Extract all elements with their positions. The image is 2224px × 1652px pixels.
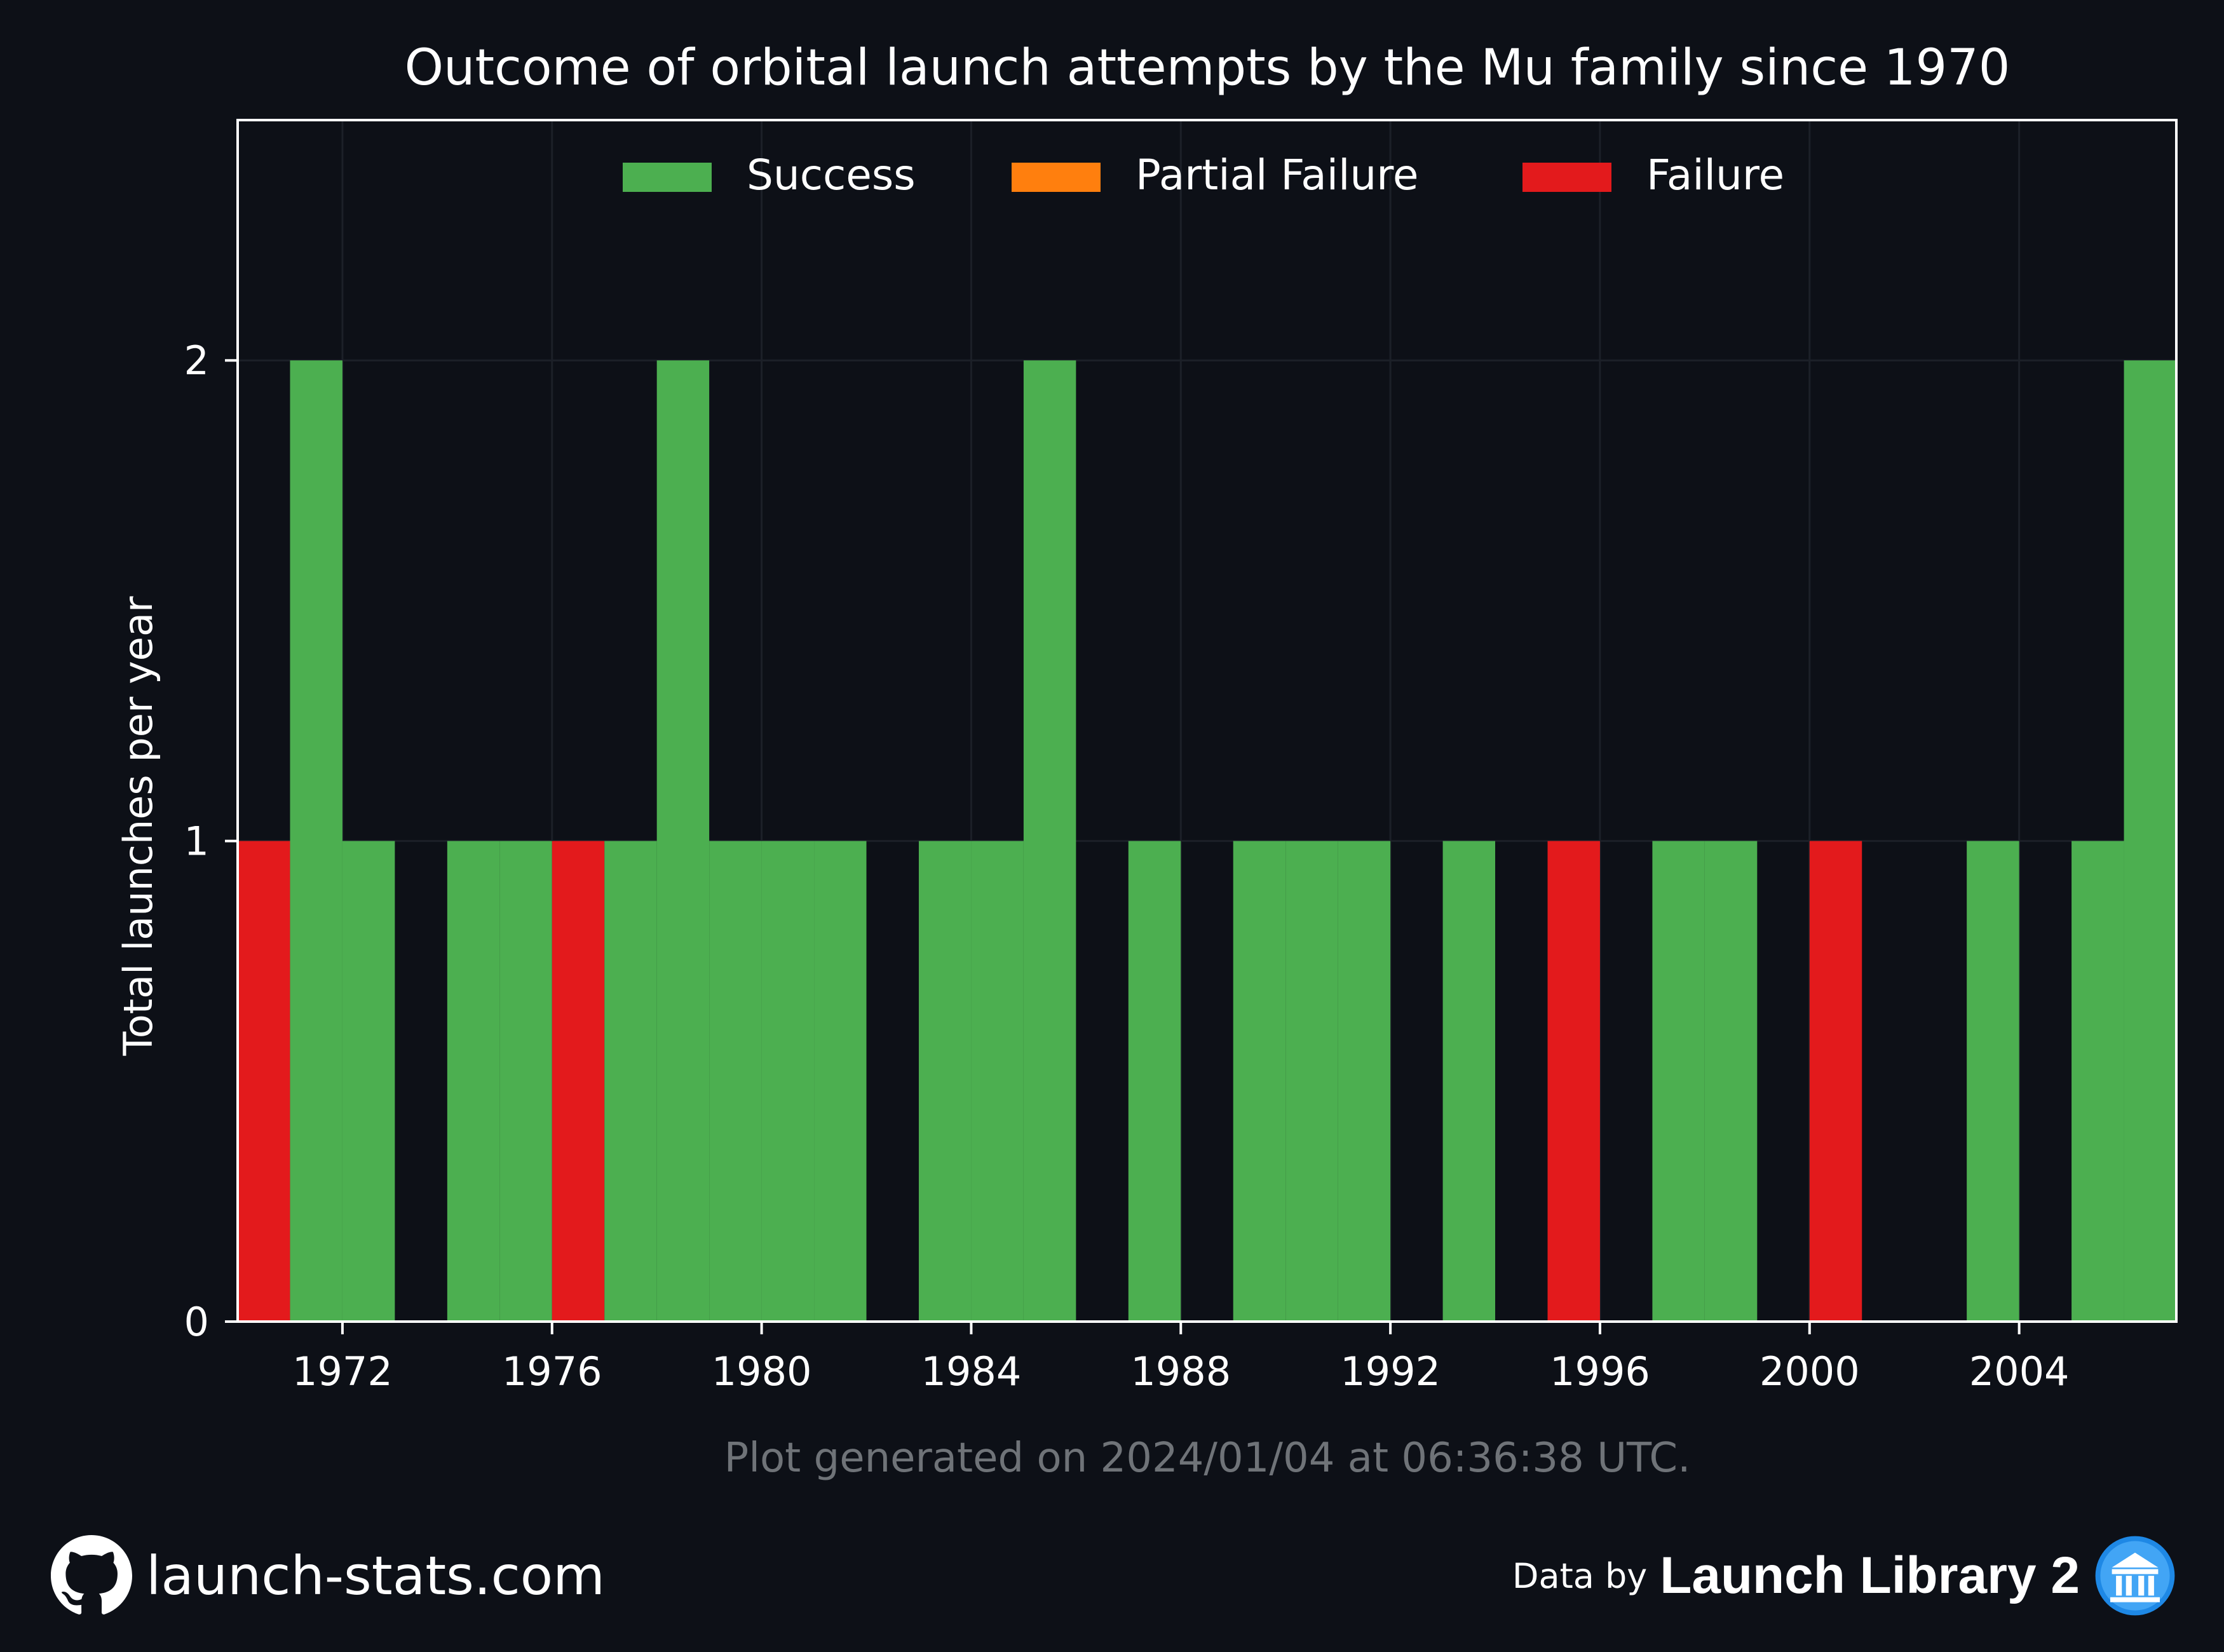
x-tick-label: 1992 bbox=[1340, 1348, 1441, 1395]
bar-success-2005 bbox=[2071, 841, 2124, 1322]
bar-success-1990 bbox=[1285, 841, 1338, 1322]
legend-swatch bbox=[1012, 163, 1101, 192]
site-link[interactable]: launch-stats.com bbox=[51, 1534, 605, 1617]
y-axis-label: Total launches per year bbox=[115, 596, 161, 1056]
x-tick-label: 1980 bbox=[712, 1348, 812, 1395]
bar-success-1975 bbox=[499, 841, 552, 1322]
axis-ticks: 1972 1976 1980 1984 1988 1992 1996 2000 2004 0 1 2 bbox=[184, 337, 2070, 1395]
github-icon bbox=[51, 1535, 132, 1615]
data-source[interactable]: Data by Launch Library 2 bbox=[1512, 1534, 2176, 1617]
chart-title: Outcome of orbital launch attempts by th… bbox=[404, 39, 2010, 97]
bar-failure-2000 bbox=[1809, 841, 1862, 1322]
x-tick-label: 2000 bbox=[1760, 1348, 1860, 1395]
bar-success-1984 bbox=[971, 841, 1024, 1322]
x-tick-label: 2004 bbox=[1969, 1348, 2070, 1395]
bar-success-1980 bbox=[761, 841, 815, 1322]
bars bbox=[238, 360, 2176, 1322]
x-tick-label: 1972 bbox=[292, 1348, 393, 1395]
bar-success-1971 bbox=[290, 360, 342, 1322]
bar-success-1997 bbox=[1652, 841, 1705, 1322]
x-tick-label: 1996 bbox=[1550, 1348, 1650, 1395]
legend-swatch bbox=[623, 163, 712, 192]
bar-success-1974 bbox=[447, 841, 500, 1322]
bar-failure-1995 bbox=[1547, 841, 1600, 1322]
legend-label: Partial Failure bbox=[1136, 151, 1419, 200]
bar-success-1985 bbox=[1023, 360, 1076, 1322]
bar-success-1977 bbox=[604, 841, 657, 1322]
bar-success-1978 bbox=[656, 360, 710, 1322]
x-tick-label: 1988 bbox=[1130, 1348, 1231, 1395]
bar-success-2003 bbox=[1967, 841, 2019, 1322]
bar-success-1989 bbox=[1233, 841, 1286, 1322]
bar-success-1979 bbox=[709, 841, 762, 1322]
bar-success-1993 bbox=[1442, 841, 1496, 1322]
y-tick-label: 0 bbox=[184, 1299, 209, 1345]
y-tick-label: 1 bbox=[184, 818, 209, 865]
bar-success-1972 bbox=[342, 841, 395, 1322]
legend-label: Success bbox=[747, 151, 916, 200]
site-name: launch-stats.com bbox=[146, 1545, 605, 1607]
data-by-label: Data by bbox=[1512, 1555, 1648, 1596]
bar-failure-1976 bbox=[552, 841, 605, 1322]
bar-success-1983 bbox=[918, 841, 972, 1322]
bar-success-2006 bbox=[2124, 360, 2176, 1322]
x-tick-label: 1984 bbox=[921, 1348, 1022, 1395]
generated-note: Plot generated on 2024/01/04 at 06:36:38… bbox=[724, 1435, 1691, 1482]
bar-success-1991 bbox=[1338, 841, 1391, 1322]
legend: Success Partial Failure Failure bbox=[623, 151, 1784, 200]
legend-swatch bbox=[1522, 163, 1611, 192]
y-tick-label: 2 bbox=[184, 337, 209, 384]
data-source-name: Launch Library 2 bbox=[1660, 1547, 2080, 1604]
x-tick-label: 1976 bbox=[502, 1348, 602, 1395]
bar-success-1998 bbox=[1704, 841, 1758, 1322]
legend-label: Failure bbox=[1646, 151, 1784, 200]
launch-library-icon bbox=[2095, 1536, 2175, 1616]
bar-success-1981 bbox=[814, 841, 867, 1322]
bar-failure-1970 bbox=[238, 841, 290, 1322]
plot-frame bbox=[236, 119, 2178, 1323]
bar-success-1987 bbox=[1128, 841, 1181, 1322]
